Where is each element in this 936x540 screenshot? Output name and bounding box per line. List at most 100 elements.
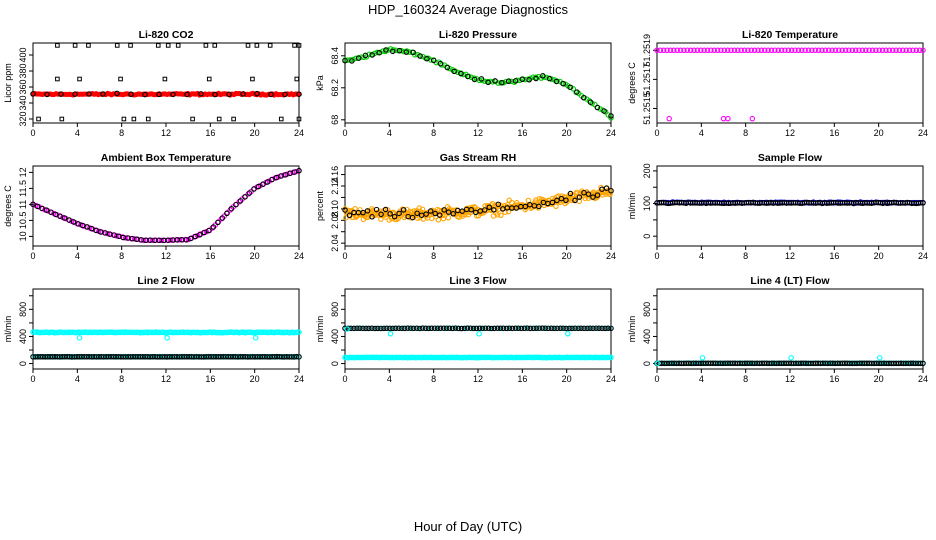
data-point <box>563 325 569 332</box>
data-point <box>192 233 199 240</box>
data-point <box>554 197 560 204</box>
data-point <box>741 47 748 54</box>
data-point <box>360 325 366 332</box>
data-point <box>553 203 559 210</box>
data-point <box>355 55 362 61</box>
data-point <box>479 325 486 332</box>
data-point <box>360 209 366 216</box>
data-point <box>86 43 91 48</box>
data-point <box>434 325 441 332</box>
plot-frame <box>656 42 924 124</box>
y-tick-label: 340 <box>18 95 28 110</box>
data-point <box>219 215 226 221</box>
series-line4-avg <box>654 360 926 367</box>
y-tick-label: 200 <box>642 163 652 178</box>
data-point <box>428 325 435 332</box>
figure-title: HDP_160324 Average Diagnostics <box>368 2 568 17</box>
data-point <box>825 47 832 54</box>
data-point <box>391 213 398 220</box>
data-point <box>114 90 120 97</box>
data-point <box>698 47 704 54</box>
data-point <box>917 360 924 367</box>
data-point <box>422 325 429 332</box>
x-tick-label: 8 <box>431 251 436 261</box>
data-point <box>521 325 528 332</box>
x-tick-label: 16 <box>205 251 215 261</box>
data-point <box>149 237 156 244</box>
data-point <box>131 116 137 122</box>
panel-line-2-flow: Line 2 Flow 0 4 8 12 16 20 24 0 400 800 ml/min <box>3 275 304 384</box>
data-point <box>387 330 394 337</box>
x-tick-label: 16 <box>517 251 527 261</box>
data-point <box>599 325 605 332</box>
data-point <box>563 197 569 203</box>
y-axis-label: ml/min <box>627 193 637 220</box>
data-point <box>486 204 493 210</box>
data-point <box>581 325 587 332</box>
data-point <box>499 79 505 86</box>
y-tick-label: 2.16 <box>330 166 340 184</box>
x-tick-label: 4 <box>387 374 392 384</box>
data-point <box>468 206 474 213</box>
data-point <box>118 76 123 82</box>
data-point <box>585 191 592 197</box>
data-point <box>799 47 805 54</box>
data-point <box>530 74 536 80</box>
x-tick-label: 16 <box>517 128 527 138</box>
data-point <box>282 91 288 98</box>
data-point <box>536 203 542 210</box>
x-tick-label: 4 <box>699 251 704 261</box>
y-tick-label: 51.2517 <box>642 63 652 96</box>
data-point <box>269 176 275 183</box>
data-point <box>910 47 916 54</box>
data-point <box>491 325 498 332</box>
data-point <box>869 47 876 54</box>
y-axis-label: ml/min <box>3 316 13 343</box>
data-point <box>190 116 195 122</box>
panel-gas-stream-rh: Gas Stream RH 0 4 8 12 16 20 24 2.04 2.082.10 2.14… <box>315 152 616 261</box>
series-line3-high-avg <box>342 325 614 332</box>
data-point <box>699 355 706 361</box>
data-point <box>381 325 387 332</box>
data-point <box>772 47 778 54</box>
data-point <box>608 187 614 194</box>
plot-frame <box>656 288 924 370</box>
data-point <box>758 47 765 54</box>
data-point <box>114 43 120 48</box>
data-point <box>396 47 403 54</box>
x-tick-label: 4 <box>387 128 392 138</box>
data-point <box>226 91 232 98</box>
data-point <box>70 219 77 225</box>
data-point <box>162 76 168 82</box>
x-tick-label: 16 <box>829 251 839 261</box>
data-point <box>373 206 380 213</box>
data-point <box>497 325 504 332</box>
data-point <box>482 207 488 213</box>
data-point <box>369 214 375 220</box>
x-tick-label: 0 <box>342 374 347 384</box>
data-point <box>393 47 399 54</box>
x-tick-label: 12 <box>785 374 795 384</box>
x-tick-label: 16 <box>205 374 215 384</box>
series-temp-low <box>666 115 756 122</box>
x-tick-label: 20 <box>562 374 572 384</box>
data-point <box>782 47 788 54</box>
plot-frame <box>344 42 612 124</box>
data-point <box>197 232 203 238</box>
data-point <box>465 73 471 80</box>
data-point <box>372 325 378 332</box>
data-point <box>72 43 78 48</box>
data-point <box>587 325 593 332</box>
data-point <box>246 190 253 196</box>
data-point <box>254 43 260 48</box>
y-tick-label: 400 <box>330 329 340 344</box>
y-tick-label: 68.4 <box>330 47 340 65</box>
data-point <box>255 183 262 190</box>
panel-title: Li-820 Temperature <box>742 29 838 41</box>
series-line3-dips <box>344 326 571 337</box>
data-point <box>424 55 430 62</box>
data-point <box>167 237 174 243</box>
data-point <box>57 213 63 220</box>
data-point <box>292 43 297 48</box>
